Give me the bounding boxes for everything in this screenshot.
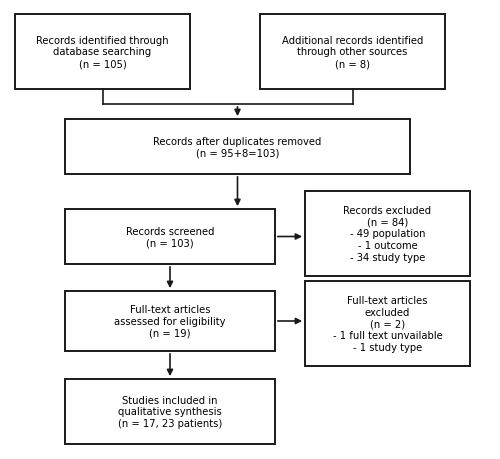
Bar xyxy=(65,120,410,174)
Text: Full-text articles
excluded
(n = 2)
- 1 full text unvailable
- 1 study type: Full-text articles excluded (n = 2) - 1 … xyxy=(332,296,442,352)
Text: Records identified through
database searching
(n = 105): Records identified through database sear… xyxy=(36,36,169,69)
Bar xyxy=(65,291,275,351)
Text: Additional records identified
through other sources
(n = 8): Additional records identified through ot… xyxy=(282,36,423,69)
Bar xyxy=(260,15,445,90)
Text: Studies included in
qualitative synthesis
(n = 17, 23 patients): Studies included in qualitative synthesi… xyxy=(118,395,222,428)
Bar xyxy=(305,191,470,276)
Text: Full-text articles
assessed for eligibility
(n = 19): Full-text articles assessed for eligibil… xyxy=(114,305,226,338)
Text: Records screened
(n = 103): Records screened (n = 103) xyxy=(126,226,214,248)
Bar xyxy=(65,210,275,264)
Text: Records excluded
(n = 84)
- 49 population
- 1 outcome
- 34 study type: Records excluded (n = 84) - 49 populatio… xyxy=(344,206,432,262)
Bar xyxy=(15,15,190,90)
Bar xyxy=(65,379,275,444)
Text: Records after duplicates removed
(n = 95+8=103): Records after duplicates removed (n = 95… xyxy=(154,136,322,158)
Bar xyxy=(305,281,470,366)
